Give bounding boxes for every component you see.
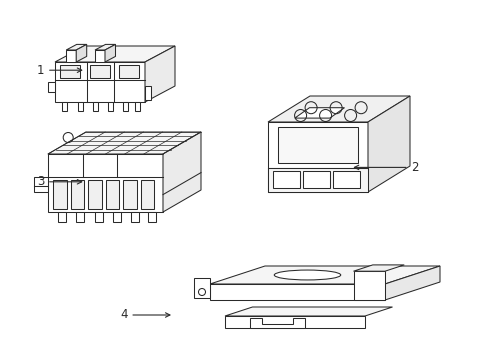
Polygon shape bbox=[210, 284, 385, 300]
Polygon shape bbox=[55, 46, 175, 62]
Polygon shape bbox=[333, 171, 360, 188]
Polygon shape bbox=[194, 278, 210, 298]
Polygon shape bbox=[278, 127, 358, 162]
Polygon shape bbox=[76, 212, 84, 222]
Text: 4: 4 bbox=[120, 309, 170, 321]
Polygon shape bbox=[95, 44, 116, 50]
Polygon shape bbox=[48, 154, 163, 212]
Polygon shape bbox=[105, 180, 119, 209]
Circle shape bbox=[198, 288, 205, 296]
Text: 3: 3 bbox=[37, 175, 82, 188]
Polygon shape bbox=[273, 171, 300, 188]
Polygon shape bbox=[225, 316, 365, 328]
Polygon shape bbox=[76, 44, 87, 62]
Polygon shape bbox=[268, 167, 368, 192]
Polygon shape bbox=[353, 271, 385, 300]
Polygon shape bbox=[60, 65, 80, 78]
Polygon shape bbox=[163, 132, 201, 212]
Polygon shape bbox=[250, 318, 305, 328]
Polygon shape bbox=[71, 180, 84, 209]
Polygon shape bbox=[131, 212, 139, 222]
Polygon shape bbox=[58, 212, 66, 222]
Polygon shape bbox=[122, 102, 128, 111]
Text: 1: 1 bbox=[37, 64, 82, 77]
Polygon shape bbox=[48, 82, 55, 92]
Polygon shape bbox=[93, 102, 98, 111]
Polygon shape bbox=[95, 212, 102, 222]
Polygon shape bbox=[88, 180, 101, 209]
Polygon shape bbox=[105, 44, 116, 62]
Polygon shape bbox=[34, 177, 48, 192]
Polygon shape bbox=[303, 171, 330, 188]
Polygon shape bbox=[295, 108, 344, 118]
Polygon shape bbox=[368, 96, 410, 192]
Polygon shape bbox=[66, 50, 76, 62]
Polygon shape bbox=[66, 44, 87, 50]
Polygon shape bbox=[210, 266, 440, 284]
Polygon shape bbox=[135, 102, 140, 111]
Ellipse shape bbox=[274, 270, 341, 280]
Polygon shape bbox=[119, 65, 139, 78]
Polygon shape bbox=[145, 86, 151, 100]
Polygon shape bbox=[95, 50, 105, 62]
Polygon shape bbox=[123, 180, 137, 209]
Polygon shape bbox=[268, 122, 368, 192]
Polygon shape bbox=[141, 180, 154, 209]
Polygon shape bbox=[225, 307, 392, 316]
Polygon shape bbox=[369, 271, 377, 276]
Polygon shape bbox=[385, 266, 440, 300]
Polygon shape bbox=[48, 132, 201, 154]
Polygon shape bbox=[78, 102, 83, 111]
Text: 2: 2 bbox=[354, 161, 419, 174]
Polygon shape bbox=[108, 102, 113, 111]
Polygon shape bbox=[90, 65, 110, 78]
Polygon shape bbox=[147, 212, 155, 222]
Polygon shape bbox=[268, 96, 410, 122]
Polygon shape bbox=[353, 265, 404, 271]
Polygon shape bbox=[53, 180, 67, 209]
Polygon shape bbox=[62, 102, 67, 111]
Polygon shape bbox=[113, 212, 121, 222]
Polygon shape bbox=[145, 46, 175, 102]
Polygon shape bbox=[55, 62, 145, 102]
